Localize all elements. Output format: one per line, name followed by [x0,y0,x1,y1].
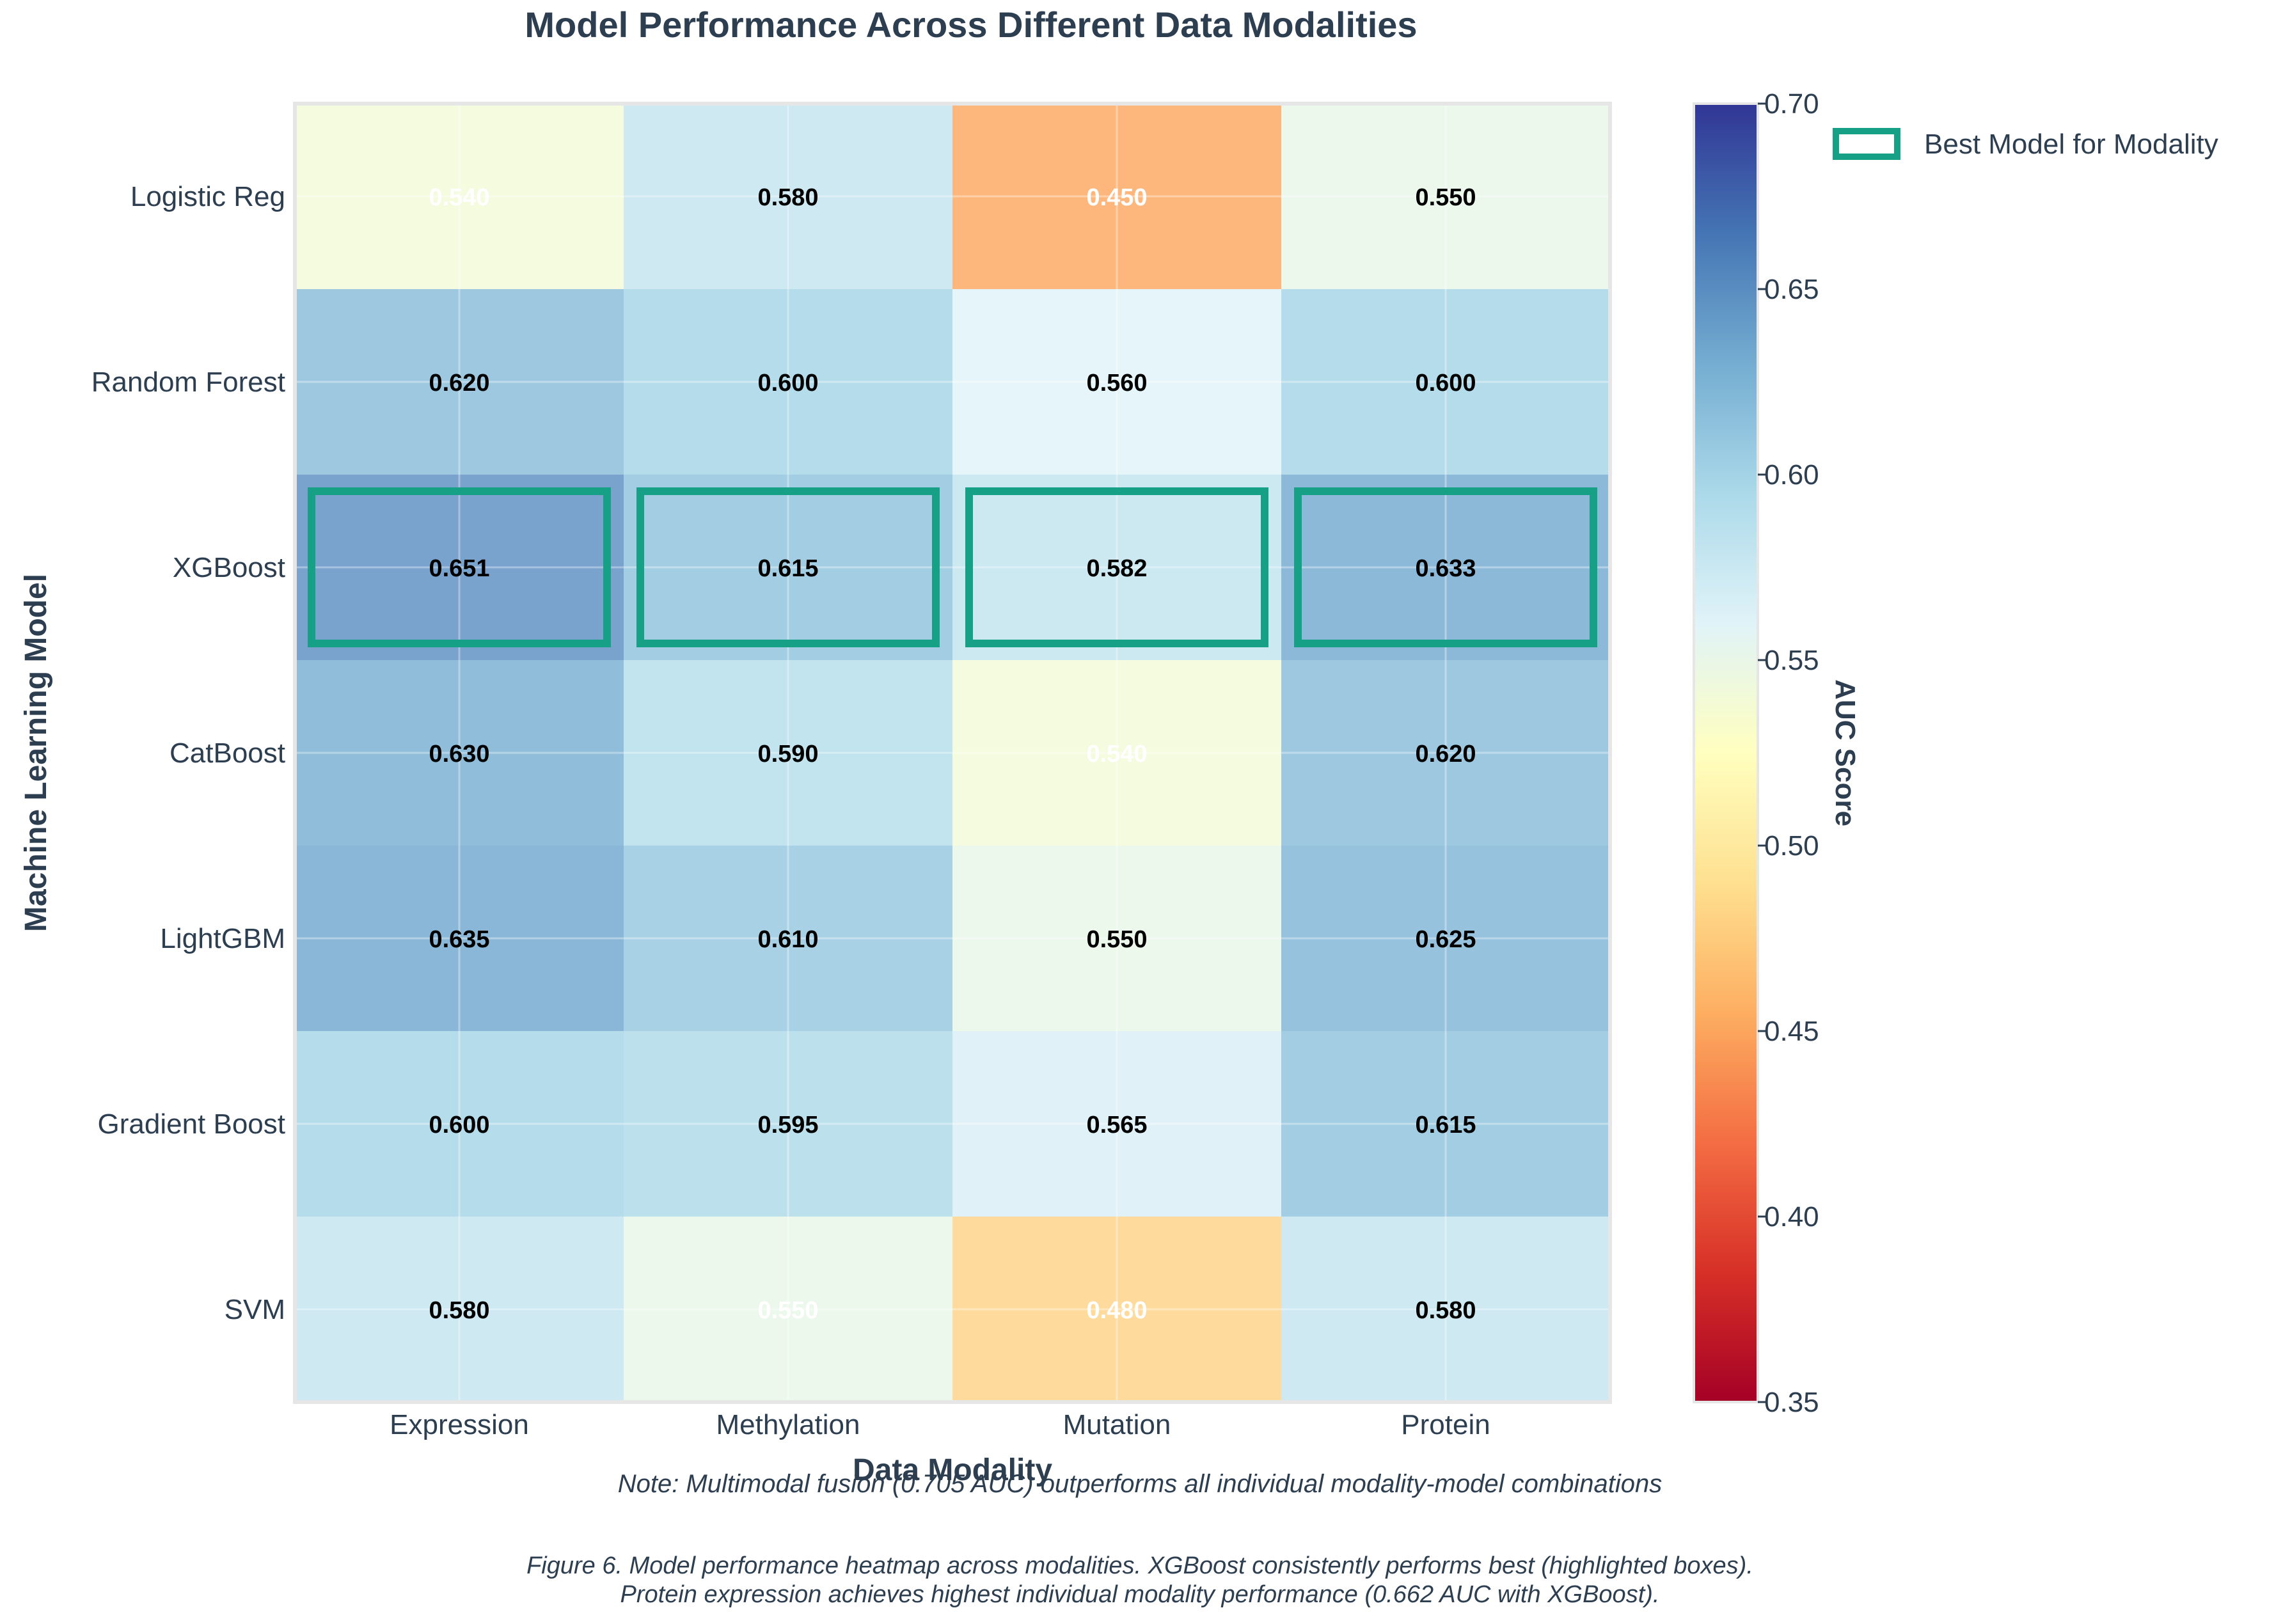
y-axis-label: Machine Learning Model [19,574,53,932]
cell-value-label: 0.625 [1415,926,1476,953]
y-tick-label: Gradient Boost [98,1108,286,1140]
y-tick-label: Random Forest [91,367,285,398]
footnote: Note: Multimodal fusion (0.705 AUC) outp… [618,1470,1663,1498]
cell-value-label: 0.620 [1415,741,1476,768]
cell-value-label: 0.580 [1415,1297,1476,1324]
heatmap-cell-6-1 [624,1217,952,1402]
best-model-highlights [308,487,1597,647]
y-tick-label: XGBoost [173,552,285,583]
colorbar-tick-label: 0.60 [1764,459,1819,491]
cell-value-label: 0.651 [429,555,489,582]
y-tick-label: SVM [225,1294,285,1325]
heatmap-cell-1-0 [295,289,624,475]
cell-value-label: 0.480 [1086,1297,1147,1324]
cell-value-label: 0.615 [757,555,818,582]
cell-value-label: 0.595 [757,1112,818,1139]
cell-value-label: 0.550 [1415,184,1476,211]
highlight-box [965,487,1268,647]
heatmap-cell-2-1 [624,475,952,660]
cell-value-label: 0.540 [429,184,489,211]
cell-value-label: 0.580 [757,184,818,211]
heatmap-cell-6-2 [952,1217,1281,1402]
heatmap-cell-2-0 [295,475,624,660]
x-axis-label: Data Modality [853,1453,1052,1487]
cell-value-label: 0.550 [757,1297,818,1324]
highlight-box [1294,487,1597,647]
heatmap-cell-0-0 [295,104,624,289]
heatmap-cell-2-2 [952,475,1281,660]
heatmap-value-labels: 0.540 0.580 0.450 0.550 0.620 0.600 0.560 0.600… [429,184,1476,1324]
y-tick-label: LightGBM [160,923,285,954]
heatmap-cell-5-2 [952,1031,1281,1217]
cell-value-label: 0.615 [1415,1112,1476,1139]
cell-value-label: 0.633 [1415,555,1476,582]
colorbar-tick-label: 0.65 [1764,274,1819,305]
figure-caption-line-2: Protein expression achieves highest indi… [620,1581,1660,1608]
heatmap-cell-4-0 [295,846,624,1031]
colorbar-tick-label: 0.45 [1764,1016,1819,1047]
colorbar-label: AUC Score [1829,679,1861,826]
cell-value-label: 0.580 [429,1297,489,1324]
cell-value-label: 0.600 [1415,370,1476,397]
heatmap-cell-5-1 [624,1031,952,1217]
cell-value-label: 0.600 [757,370,818,397]
cell-value-label: 0.600 [429,1112,489,1139]
cell-value-label: 0.540 [1086,741,1147,768]
y-axis-tick-labels: Logistic Reg Random Forest XGBoost CatBoost… [91,181,285,1325]
x-axis-tick-labels: Expression Methylation Mutation Protein [390,1409,1490,1440]
x-tick-label: Mutation [1063,1409,1171,1440]
legend-highlight-swatch [1833,128,1900,160]
chart-title: Model Performance Across Different Data … [525,4,1417,45]
heatmap-cell-1-3 [1281,289,1610,475]
heatmap-cells [295,104,1610,1402]
heatmap-cell-0-3 [1281,104,1610,289]
heatmap-cell-4-2 [952,846,1281,1031]
heatmap-cell-2-3 [1281,475,1610,660]
figure-caption-line-1: Figure 6. Model performance heatmap acro… [526,1552,1753,1579]
y-tick-label: CatBoost [170,737,285,769]
plot-frame [293,102,1612,1404]
heatmap-cell-3-3 [1281,660,1610,846]
colorbar-tick-label: 0.70 [1764,88,1819,120]
heatmap-cell-4-3 [1281,846,1610,1031]
heatmap-cell-5-3 [1281,1031,1610,1217]
cell-value-label: 0.630 [429,741,489,768]
cell-value-label: 0.450 [1086,184,1147,211]
heatmap-cell-3-1 [624,660,952,846]
colorbar-tick-label: 0.50 [1764,830,1819,862]
cell-value-label: 0.610 [757,926,818,953]
highlight-box [308,487,611,647]
cell-value-label: 0.550 [1086,926,1147,953]
heatmap-cell-3-0 [295,660,624,846]
x-tick-label: Methylation [716,1409,860,1440]
colorbar-tick-label: 0.40 [1764,1201,1819,1233]
heatmap-cell-5-0 [295,1031,624,1217]
heatmap-cell-1-1 [624,289,952,475]
cell-value-label: 0.635 [429,926,489,953]
legend-entry-label: Best Model for Modality [1924,129,2218,160]
colorbar-tick-labels: 0.35 0.40 0.45 0.50 0.55 0.60 0.65 0.70 [1758,88,1819,1418]
cell-value-label: 0.590 [757,741,818,768]
colorbar [1693,102,1759,1403]
colorbar-tick-label: 0.55 [1764,645,1819,676]
heatmap-cell-6-3 [1281,1217,1610,1402]
colorbar-tick-label: 0.35 [1764,1387,1819,1418]
x-tick-label: Expression [390,1409,529,1440]
cell-value-label: 0.560 [1086,370,1147,397]
heatmap-cell-0-2 [952,104,1281,289]
cell-value-label: 0.565 [1086,1112,1147,1139]
heatmap-gridlines [295,104,1610,1402]
cell-value-label: 0.582 [1086,555,1147,582]
legend: Best Model for Modality [1833,128,2218,160]
cell-value-label: 0.620 [429,370,489,397]
y-tick-label: Logistic Reg [130,181,285,212]
highlight-box [636,487,940,647]
x-tick-label: Protein [1401,1409,1490,1440]
heatmap-cell-1-2 [952,289,1281,475]
heatmap-cell-0-1 [624,104,952,289]
heatmap-cell-4-1 [624,846,952,1031]
heatmap-cell-3-2 [952,660,1281,846]
heatmap-cell-6-0 [295,1217,624,1402]
